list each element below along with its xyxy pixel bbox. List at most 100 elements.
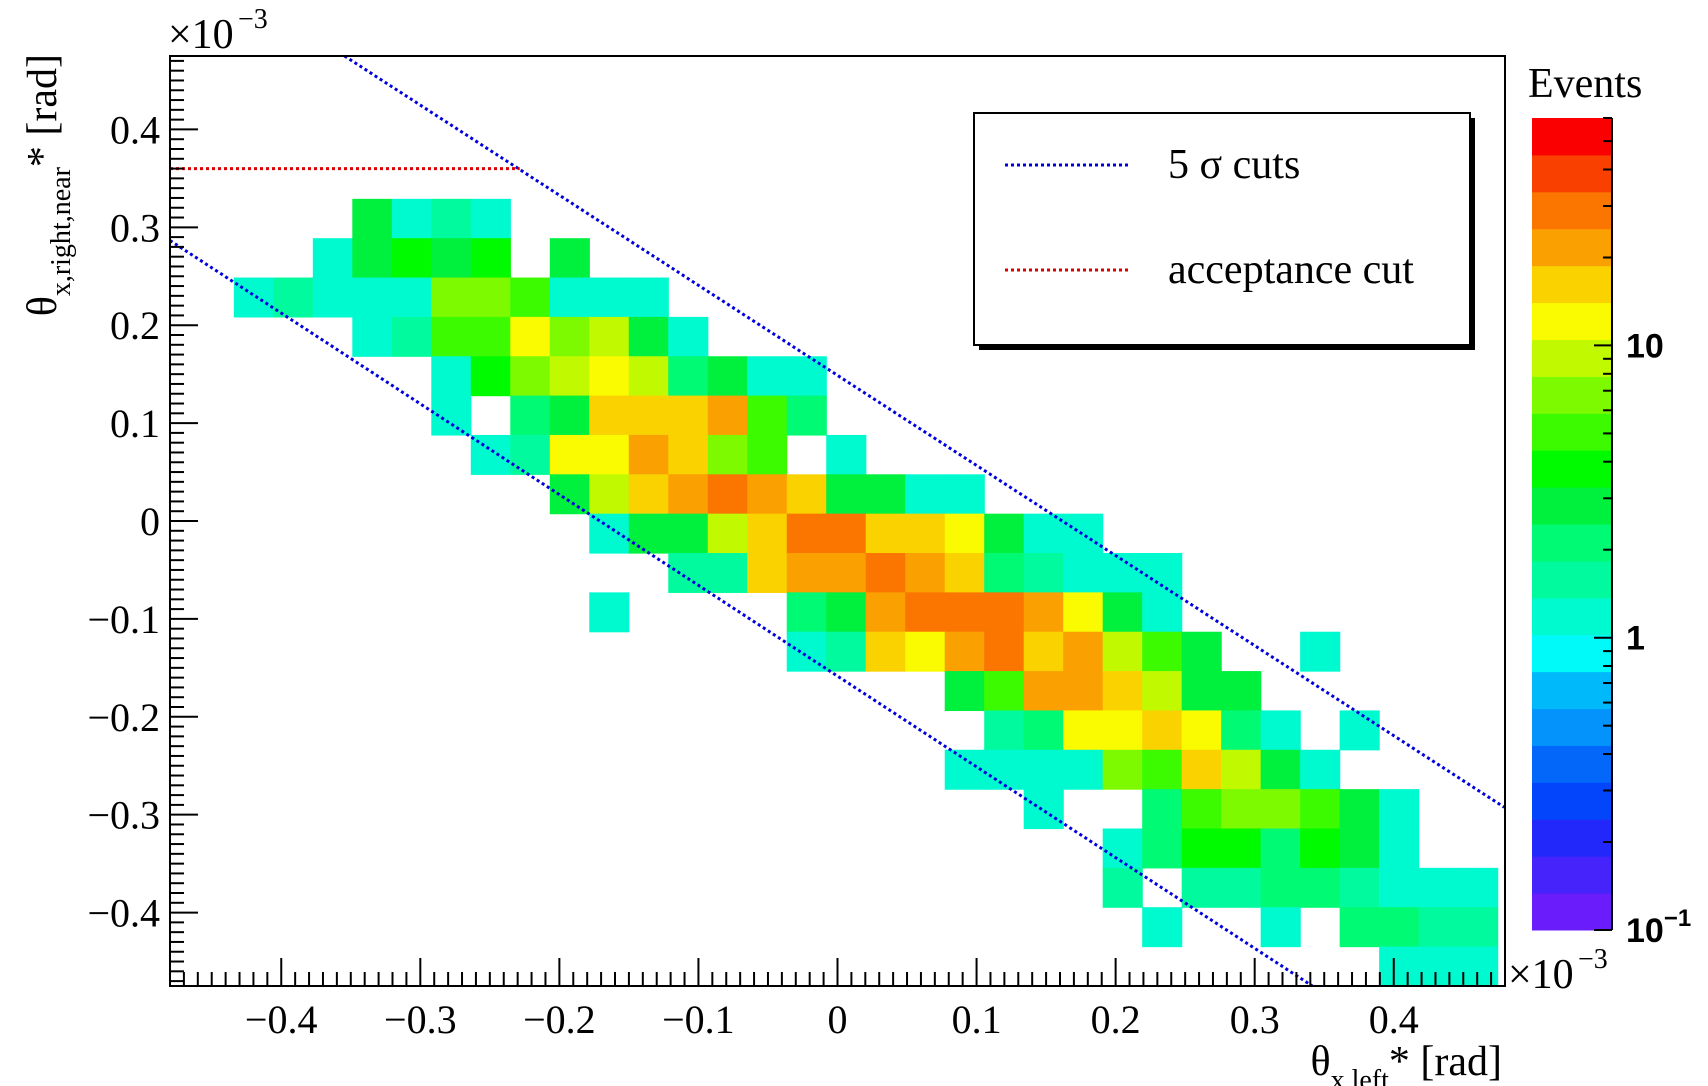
heatmap-cell bbox=[865, 474, 906, 515]
heatmap-cell bbox=[786, 553, 827, 593]
y-tick-label: −0.1 bbox=[87, 597, 160, 642]
colorbar-swatch bbox=[1532, 856, 1612, 894]
heatmap-cell bbox=[1063, 671, 1104, 712]
legend-label-sigma: 5 σ cuts bbox=[1168, 142, 1300, 188]
heatmap-cell bbox=[786, 395, 827, 436]
x-tick-label: 0 bbox=[828, 997, 848, 1042]
colorbar-swatch bbox=[1532, 302, 1612, 340]
heatmap-cell bbox=[905, 631, 946, 672]
heatmap-cell bbox=[1339, 867, 1380, 908]
heatmap-cell bbox=[233, 277, 274, 318]
heatmap-cell bbox=[470, 277, 511, 318]
heatmap-cell bbox=[549, 474, 590, 515]
heatmap-cell bbox=[1102, 867, 1143, 908]
y-tick-label: −0.4 bbox=[87, 891, 160, 936]
x-axis-title: θx,left* [rad] bbox=[1310, 1039, 1502, 1086]
heatmap-cell bbox=[786, 631, 827, 672]
heatmap-cell bbox=[944, 749, 985, 790]
colorbar-swatch bbox=[1532, 118, 1612, 156]
heatmap-cell bbox=[1181, 789, 1222, 830]
heatmap-cell bbox=[1260, 867, 1301, 908]
heatmap-cell bbox=[510, 316, 551, 357]
y-multiplier-base: ×10 bbox=[168, 12, 234, 58]
x-tick-label: −0.4 bbox=[245, 997, 318, 1042]
heatmap-cell bbox=[352, 316, 393, 357]
heatmap-cell bbox=[984, 513, 1025, 554]
y-tick-label: −0.2 bbox=[87, 695, 160, 740]
heatmap-cell bbox=[589, 434, 630, 475]
heatmap-cell bbox=[1260, 749, 1301, 790]
heatmap-cell bbox=[391, 238, 432, 279]
axis-ticks bbox=[169, 59, 1506, 986]
heatmap-cell bbox=[944, 553, 985, 593]
heatmap-cell bbox=[1379, 907, 1420, 948]
heatmap-cell bbox=[786, 592, 827, 633]
heatmap-cell bbox=[470, 238, 511, 279]
heatmap-cell bbox=[510, 356, 551, 397]
heatmap-cell bbox=[1102, 553, 1143, 593]
colorbar-swatch bbox=[1532, 745, 1612, 783]
heatmap-cell bbox=[1379, 828, 1420, 869]
heatmap-cell bbox=[391, 198, 432, 239]
heatmap-cell bbox=[826, 631, 867, 672]
heatmap-cell bbox=[905, 513, 946, 554]
heatmap-cell bbox=[826, 434, 867, 475]
heatmap-cell bbox=[826, 592, 867, 633]
heatmap-cell bbox=[668, 356, 709, 397]
heatmap-cell bbox=[1260, 907, 1301, 948]
heatmap-cell bbox=[1023, 749, 1064, 790]
heatmap-cell bbox=[1102, 749, 1143, 790]
heatmap-cell bbox=[984, 553, 1025, 593]
heatmap-cell bbox=[1181, 828, 1222, 869]
heatmap-cell bbox=[1458, 867, 1499, 908]
y-tick-label: 0.1 bbox=[110, 401, 160, 446]
heatmap-cell bbox=[707, 474, 748, 515]
heatmap-cell bbox=[628, 277, 669, 318]
heatmap-cell bbox=[944, 513, 985, 554]
heatmap-cell bbox=[1023, 631, 1064, 672]
colorbar-label-1: 1 bbox=[1626, 620, 1645, 658]
colorbar-swatch bbox=[1532, 413, 1612, 451]
heatmap-cell bbox=[984, 631, 1025, 672]
heatmap-cell bbox=[707, 553, 748, 593]
y-multiplier-exp: −3 bbox=[238, 4, 268, 35]
x-tick-label: −0.1 bbox=[662, 997, 735, 1042]
heatmap-cell bbox=[589, 356, 630, 397]
y-axis-title-text: θx,right,near* [rad] bbox=[20, 54, 77, 316]
colorbar-swatch bbox=[1532, 265, 1612, 304]
colorbar-swatch bbox=[1532, 524, 1612, 562]
heatmap-cell bbox=[431, 316, 472, 357]
heatmap-cell bbox=[549, 434, 590, 475]
heatmap-cell bbox=[1260, 789, 1301, 830]
y-multiplier: ×10 −3 bbox=[168, 4, 268, 58]
heatmap-cell bbox=[1418, 907, 1459, 948]
heatmap-cell bbox=[1458, 907, 1499, 948]
heatmap-cell bbox=[865, 631, 906, 672]
y-tick-label: 0.4 bbox=[110, 107, 160, 152]
heatmap-cell bbox=[747, 474, 788, 515]
heatmap-cell bbox=[1260, 828, 1301, 869]
heatmap-cell bbox=[589, 513, 630, 554]
heatmap-cell bbox=[944, 474, 985, 515]
y-tick-label: −0.3 bbox=[87, 793, 160, 838]
heatmap-cell bbox=[628, 356, 669, 397]
heatmap-cell bbox=[984, 592, 1025, 633]
colorbar-swatch bbox=[1532, 819, 1612, 857]
heatmap-cell bbox=[905, 592, 946, 633]
heatmap-cell bbox=[431, 238, 472, 279]
heatmap-cell bbox=[826, 513, 867, 554]
heatmap-cell bbox=[1221, 828, 1262, 869]
heatmap-cell bbox=[431, 277, 472, 318]
heatmap-cell bbox=[589, 316, 630, 357]
legend-box bbox=[973, 112, 1471, 346]
colorbar-swatch bbox=[1532, 154, 1612, 193]
axis-tick-labels: −0.4 −0.3 −0.2 −0.1 0 0.1 0.2 0.3 0.4 −0.4 −0.3 −0.… bbox=[87, 107, 1418, 1042]
x-multiplier: ×10 −3 bbox=[1508, 944, 1608, 998]
heatmap-cell bbox=[1142, 907, 1183, 948]
heatmap-cell bbox=[470, 356, 511, 397]
heatmap-cell bbox=[786, 513, 827, 554]
heatmap-cell bbox=[747, 356, 788, 397]
heatmap-cell bbox=[1142, 749, 1183, 790]
heatmap-cell bbox=[1181, 867, 1222, 908]
heatmap-cell bbox=[1023, 553, 1064, 593]
